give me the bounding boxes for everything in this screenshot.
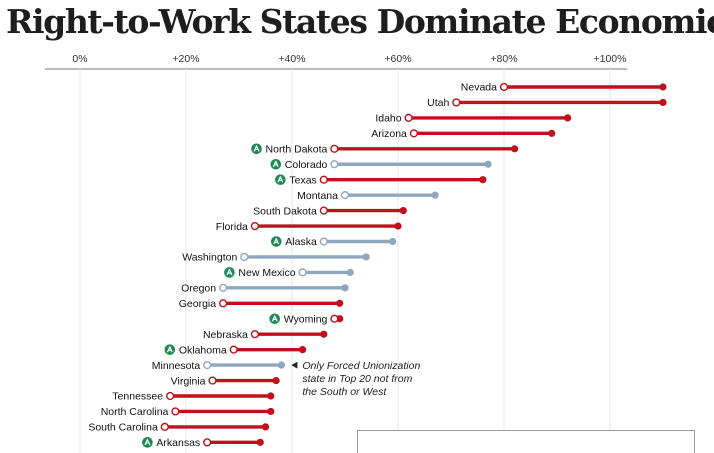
state-label: Virginia bbox=[171, 375, 206, 387]
state-label: Texas bbox=[289, 174, 316, 186]
state-label: Oklahoma bbox=[179, 344, 227, 356]
start-point bbox=[203, 361, 212, 370]
state-label: Idaho bbox=[375, 113, 401, 125]
end-point bbox=[399, 207, 407, 215]
badge-glyph bbox=[277, 176, 284, 183]
end-point bbox=[267, 392, 275, 400]
badge-glyph bbox=[253, 145, 260, 152]
end-point bbox=[362, 253, 370, 261]
start-point bbox=[319, 237, 328, 246]
x-tick-label: +80% bbox=[490, 53, 517, 65]
state-label: Arkansas bbox=[156, 437, 200, 449]
note-box bbox=[357, 430, 695, 453]
start-point bbox=[404, 113, 413, 123]
end-point bbox=[320, 330, 328, 338]
x-tick-label: +60% bbox=[384, 53, 411, 65]
end-point bbox=[256, 438, 264, 446]
badge-glyph bbox=[166, 346, 173, 353]
start-point bbox=[409, 129, 419, 138]
x-tick-label: 0% bbox=[72, 53, 87, 65]
chart-title: Right-to-Work States Dominate Economic R… bbox=[6, 2, 714, 41]
state-label: Nevada bbox=[461, 82, 497, 94]
end-point bbox=[548, 129, 556, 137]
start-point bbox=[499, 82, 509, 92]
state-label: New Mexico bbox=[238, 267, 295, 279]
start-point bbox=[250, 221, 260, 231]
end-point bbox=[341, 284, 349, 292]
annotation-text: state in Top 20 not from bbox=[302, 373, 412, 385]
end-point bbox=[659, 83, 667, 91]
start-point bbox=[219, 299, 228, 308]
state-label: Georgia bbox=[179, 298, 217, 310]
start-point bbox=[208, 376, 217, 385]
state-label: North Dakota bbox=[266, 144, 328, 156]
start-point bbox=[171, 407, 180, 416]
end-point bbox=[659, 98, 667, 107]
start-point bbox=[229, 345, 238, 354]
badge-glyph bbox=[144, 438, 151, 446]
annotation-text: Only Forced Unionization bbox=[302, 360, 420, 372]
state-label: Alaska bbox=[285, 236, 317, 248]
x-tick-label: +20% bbox=[172, 53, 199, 65]
state-label: North Carolina bbox=[101, 406, 169, 418]
start-point bbox=[452, 98, 461, 107]
state-label: Nebraska bbox=[203, 329, 248, 341]
end-point bbox=[510, 145, 519, 153]
annotation-arrow-icon bbox=[291, 361, 298, 369]
end-point bbox=[299, 346, 307, 354]
start-point bbox=[330, 144, 339, 153]
start-point bbox=[319, 206, 328, 215]
end-point bbox=[277, 361, 285, 369]
end-point bbox=[394, 222, 402, 230]
state-label: Tennessee bbox=[112, 391, 163, 403]
start-point bbox=[203, 438, 212, 447]
state-label: Arizona bbox=[371, 128, 407, 140]
state-label: Colorado bbox=[285, 159, 328, 171]
start-point bbox=[330, 314, 339, 323]
state-label: Oregon bbox=[181, 283, 216, 295]
badge-glyph bbox=[271, 315, 278, 322]
state-label: Montana bbox=[297, 190, 338, 202]
badge-glyph bbox=[273, 238, 280, 245]
state-label: Florida bbox=[216, 221, 248, 233]
end-point bbox=[484, 160, 492, 168]
state-label: Washington bbox=[182, 252, 237, 264]
end-point bbox=[389, 237, 397, 246]
start-point bbox=[319, 175, 328, 184]
state-label: Minnesota bbox=[152, 360, 201, 372]
start-point bbox=[160, 422, 169, 432]
end-point bbox=[272, 376, 280, 385]
start-point bbox=[298, 268, 307, 277]
start-point bbox=[340, 191, 350, 200]
end-point bbox=[336, 299, 344, 307]
end-point bbox=[564, 114, 572, 122]
badge-glyph bbox=[226, 268, 233, 276]
start-point bbox=[330, 160, 339, 169]
start-point bbox=[250, 330, 260, 339]
annotation-text: the South or West bbox=[302, 386, 387, 398]
x-tick-label: +100% bbox=[594, 53, 627, 65]
state-label: Wyoming bbox=[284, 313, 328, 325]
start-point bbox=[219, 283, 228, 292]
state-label: South Dakota bbox=[253, 205, 317, 217]
x-tick-label: +40% bbox=[278, 53, 305, 65]
start-point bbox=[240, 252, 249, 262]
start-point bbox=[166, 391, 175, 401]
end-point bbox=[346, 268, 354, 276]
badge-glyph bbox=[272, 160, 279, 168]
end-point bbox=[261, 423, 270, 431]
end-point bbox=[267, 407, 275, 416]
state-label: South Carolina bbox=[88, 422, 158, 434]
end-point bbox=[431, 191, 439, 199]
end-point bbox=[479, 176, 487, 184]
state-label: Utah bbox=[427, 97, 449, 109]
